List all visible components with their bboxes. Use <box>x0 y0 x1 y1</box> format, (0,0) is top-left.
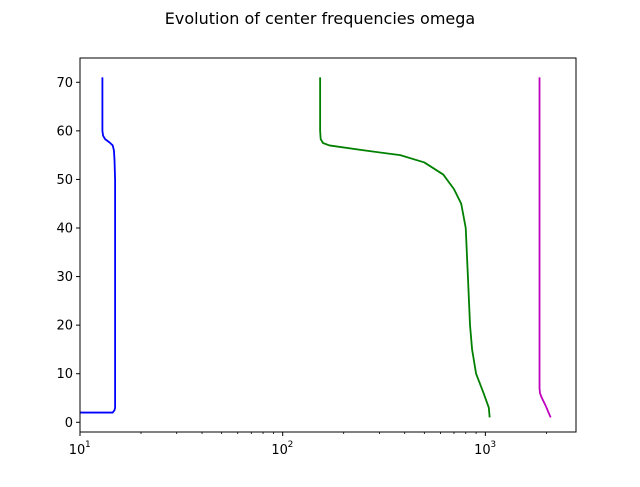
y-axis: 0 10 20 30 40 50 60 70 <box>56 76 80 431</box>
x-tick-label: 10 <box>69 443 86 458</box>
chart-title: Evolution of center frequencies omega <box>165 9 475 28</box>
series-line-0 <box>80 77 116 414</box>
plot-frame <box>79 57 577 433</box>
x-tick-exponent: 3 <box>490 440 496 450</box>
series-line-2 <box>538 77 552 418</box>
y-tick-label: 0 <box>65 416 73 431</box>
x-tick-label: 10 <box>474 443 491 458</box>
x-axis: 10 1 10 2 10 3 <box>69 432 547 458</box>
y-tick-label: 30 <box>56 270 73 285</box>
y-tick-label: 40 <box>56 222 73 237</box>
y-tick-label: 20 <box>56 319 73 334</box>
series-layer <box>80 77 552 418</box>
x-tick-exponent: 2 <box>288 440 294 450</box>
y-tick-label: 70 <box>56 76 73 91</box>
y-tick-label: 10 <box>56 367 73 382</box>
y-tick-label: 60 <box>56 124 73 139</box>
x-tick-label: 10 <box>271 443 288 458</box>
series-line-1 <box>319 77 491 418</box>
x-tick-exponent: 1 <box>85 440 91 450</box>
y-tick-label: 50 <box>56 173 73 188</box>
